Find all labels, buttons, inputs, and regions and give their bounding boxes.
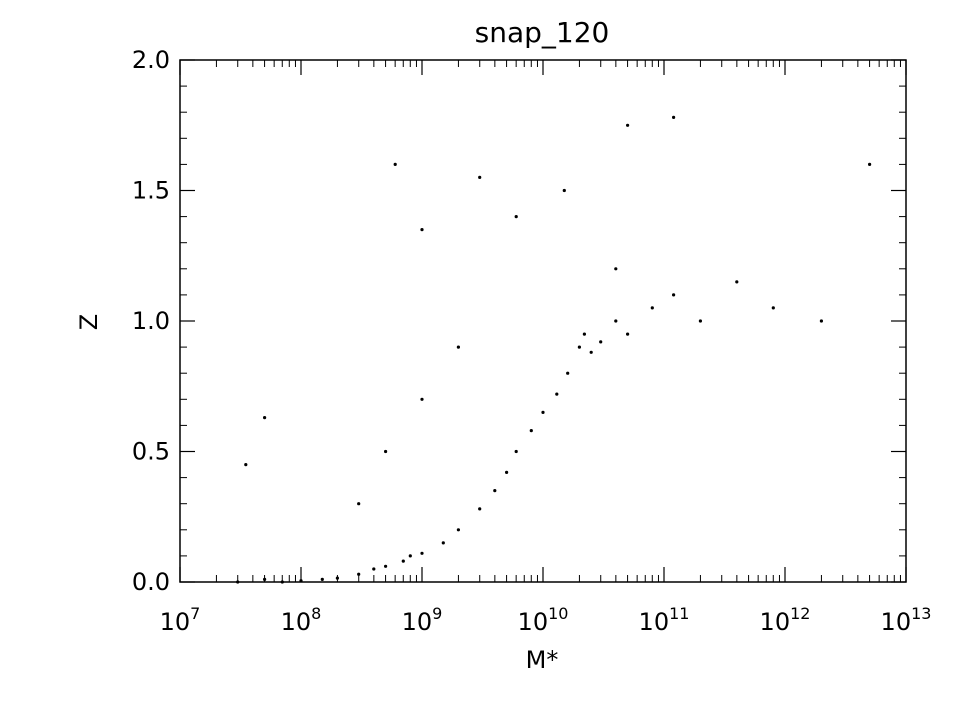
data-point [384,449,388,454]
data-point [408,554,412,558]
data-point [599,340,603,344]
data-point [614,267,618,271]
x-tick-labels: 107 108 109 1010 1011 1012 1013 [160,604,932,636]
data-point [698,319,703,323]
data-point [626,332,630,336]
y-tick-label: 1.5 [132,177,170,205]
data-point [420,397,424,401]
data-point [493,489,497,493]
data-point [514,215,518,219]
data-point [771,306,775,310]
data-point [505,470,509,474]
data-point [614,319,618,323]
data-point [420,228,424,232]
x-tick-label: 1011 [639,604,690,636]
data-point [626,123,630,127]
data-point [244,463,248,467]
data-point [357,572,361,576]
data-point [514,449,518,454]
data-point [650,306,654,310]
data-point [529,429,533,433]
data-point [868,162,872,166]
x-tick-label: 1013 [881,604,932,636]
x-tick-label: 1010 [518,604,569,636]
data-point [582,332,587,336]
data-point [320,577,324,582]
data-point [263,416,267,420]
data-point [441,541,445,545]
y-tick-label: 0.5 [132,438,170,466]
data-point [577,345,582,349]
x-axis-label: M* [526,646,559,674]
y-tick-labels: 0.0 0.5 1.0 1.5 2.0 [132,46,170,596]
y-tick-label: 1.0 [132,307,170,335]
data-point [456,528,460,532]
y-tick-label: 0.0 [132,568,170,596]
data-point [384,564,388,568]
data-point [456,345,460,349]
x-tick-label: 108 [281,604,322,636]
data-point [401,559,405,563]
y-tick-label: 2.0 [132,46,170,74]
data-point [672,115,676,119]
data-point [393,162,397,166]
x-tick-label: 1012 [760,604,811,636]
x-tick-label: 109 [402,604,443,636]
data-point [420,551,424,555]
x-tick-label: 107 [160,604,201,636]
data-point [478,507,482,511]
data-point [735,280,739,284]
chart-title: snap_120 [475,16,610,49]
axis-ticks [179,59,907,583]
data-point [672,293,676,297]
data-point [478,175,482,179]
data-point [566,371,570,375]
y-axis-label: Z [75,314,103,330]
data-point [357,502,361,506]
data-point [562,188,566,193]
data-point [555,392,559,396]
data-point [372,567,376,571]
data-point [819,319,824,323]
data-point [589,350,593,354]
data-point [541,410,545,414]
